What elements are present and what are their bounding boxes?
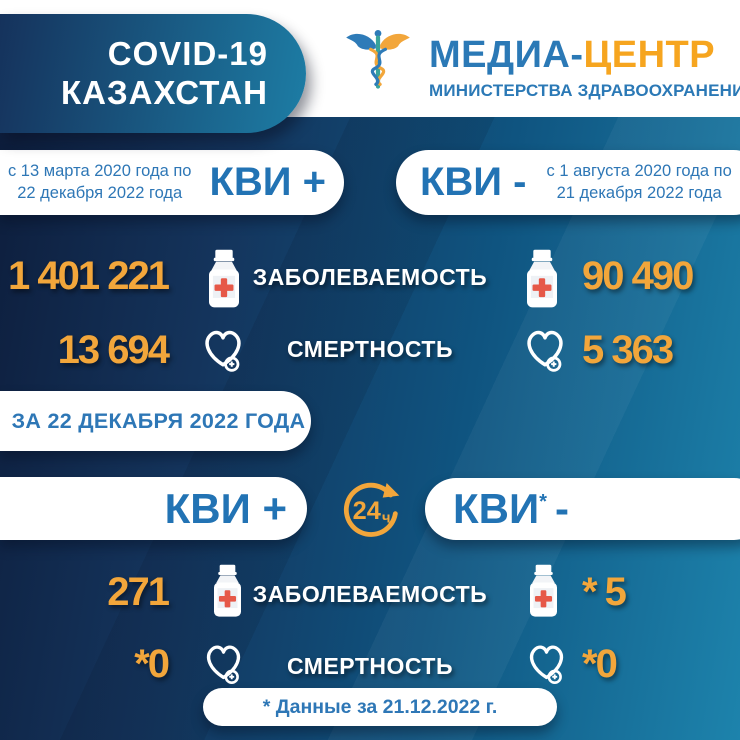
daily-incidence-label: ЗАБОЛЕВАЕМОСТЬ: [252, 581, 488, 607]
svg-text:24: 24: [353, 497, 381, 525]
footnote-text: * Данные за 21.12.2022 г.: [262, 695, 498, 718]
24-hours-icon: 24 ч: [338, 477, 402, 546]
covid-title-line2: КАЗАХСТАН: [61, 73, 268, 111]
daily-mortality-negative: *0: [582, 642, 618, 686]
cumulative-incidence-negative: 90 490: [582, 254, 694, 298]
daily-date-pill: ЗА 22 ДЕКАБРЯ 2022 ГОДА: [0, 391, 311, 451]
heart-stethoscope-icon: [202, 641, 245, 693]
daily-mortality-positive: *0: [134, 642, 170, 686]
kvi-negative-label: КВИ -: [420, 160, 527, 204]
kvi-base: КВИ: [453, 485, 540, 532]
brand-primary: МЕДИА-: [429, 34, 584, 76]
heart-stethoscope-icon: [525, 641, 568, 693]
cumulative-incidence-label: ЗАБОЛЕВАЕМОСТЬ: [252, 264, 488, 290]
covid-title-line1: COVID-19: [107, 34, 268, 72]
period-line1: с 13 марта 2020 года по: [7, 161, 192, 180]
brand-subtitle: МИНИСТЕРСТВА ЗДРАВООХРАНЕНИЯ РК: [429, 81, 740, 100]
period-line2: 21 декабря 2022 года: [556, 183, 722, 202]
media-center-logo: МЕДИА-ЦЕНТР МИНИСТЕРСТВА ЗДРАВООХРАНЕНИЯ…: [343, 28, 740, 101]
cumulative-mortality-label: СМЕРТНОСТЬ: [286, 336, 453, 362]
kvi-asterisk: *: [539, 491, 548, 513]
cumulative-positive-period: с 13 марта 2020 года по 22 декабря 2022 …: [8, 161, 192, 205]
daily-kvi-negative-label: КВИ* -: [453, 485, 569, 533]
brand-accent: ЦЕНТР: [583, 34, 716, 76]
cumulative-mortality-negative: 5 363: [582, 328, 674, 372]
heart-stethoscope-icon: [200, 326, 246, 381]
daily-incidence-negative: * 5: [582, 570, 627, 614]
cumulative-positive-pill: с 13 марта 2020 года по 22 декабря 2022 …: [0, 150, 344, 215]
kvi-positive-label: КВИ +: [209, 160, 326, 204]
kvi-suffix: -: [555, 485, 570, 532]
brand-title: МЕДИА-ЦЕНТР: [429, 36, 740, 74]
caduceus-icon: [343, 28, 413, 94]
cumulative-mortality-positive: 13 694: [57, 328, 170, 372]
medicine-bottle-icon: [522, 564, 565, 623]
svg-text:ч: ч: [382, 510, 391, 526]
cumulative-negative-pill: КВИ - с 1 августа 2020 года по 21 декабр…: [396, 150, 740, 215]
footnote-pill: * Данные за 21.12.2022 г.: [203, 688, 557, 726]
daily-mortality-label: СМЕРТНОСТЬ: [286, 653, 453, 679]
cumulative-negative-period: с 1 августа 2020 года по 21 декабря 2022…: [546, 161, 731, 205]
daily-date-text: ЗА 22 ДЕКАБРЯ 2022 ГОДА: [11, 408, 306, 433]
daily-incidence-positive: 271: [107, 570, 170, 614]
heart-stethoscope-icon: [522, 326, 568, 381]
medicine-bottle-icon: [200, 249, 248, 314]
period-line1: с 1 августа 2020 года по: [546, 161, 732, 180]
daily-kvi-positive-label: КВИ +: [164, 484, 287, 532]
medicine-bottle-icon: [518, 249, 566, 314]
daily-negative-pill: КВИ* -: [425, 478, 740, 540]
medicine-bottle-icon: [206, 564, 249, 623]
cumulative-incidence-positive: 1 401 221: [8, 254, 170, 298]
covid-title-box: COVID-19 КАЗАХСТАН: [0, 14, 306, 133]
period-line2: 22 декабря 2022 года: [17, 183, 183, 202]
daily-positive-pill: КВИ +: [0, 477, 307, 540]
logo-text: МЕДИА-ЦЕНТР МИНИСТЕРСТВА ЗДРАВООХРАНЕНИЯ…: [429, 36, 740, 101]
